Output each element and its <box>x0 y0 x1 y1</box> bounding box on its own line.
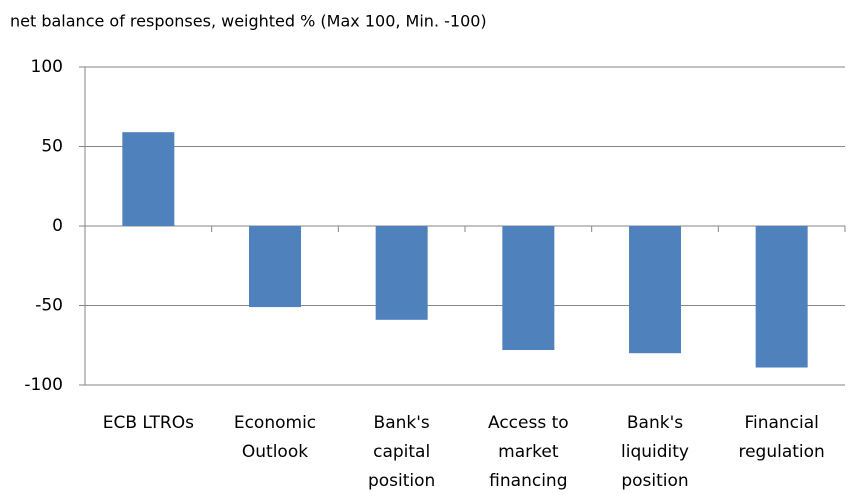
bar <box>502 226 555 351</box>
x-tick-label-line: Economic <box>234 413 316 433</box>
x-tick-label-line: liquidity <box>621 442 689 462</box>
y-tick-label: 100 <box>31 57 63 77</box>
y-tick-label: -100 <box>24 375 63 395</box>
x-tick-label: Economic Outlook <box>234 413 316 462</box>
bar <box>375 226 428 320</box>
bar <box>249 226 301 308</box>
x-tick-label-line: Bank's <box>374 413 430 433</box>
y-tick-label: 50 <box>41 137 63 157</box>
x-tick-label-line: position <box>368 471 435 491</box>
chart-title: net balance of responses, weighted % (Ma… <box>10 12 487 31</box>
x-tick-label-line: Financial <box>744 413 818 433</box>
x-tick-label-line: Bank's <box>627 413 683 433</box>
x-tick-label-line: financing <box>489 471 567 491</box>
bar <box>755 226 808 368</box>
x-tick-label: ECB LTROs <box>103 413 194 433</box>
x-tick-label-line: capital <box>373 442 430 462</box>
x-tick-label: Financial regulation <box>738 413 824 462</box>
x-tick-label: Access to market financing <box>488 413 569 491</box>
y-tick-label: 0 <box>52 216 63 236</box>
x-tick-label-line: Outlook <box>242 442 308 462</box>
y-tick-label: -50 <box>35 296 63 316</box>
x-tick-label-line: regulation <box>738 442 824 462</box>
x-tick-label-line: position <box>621 471 688 491</box>
x-tick-label-line: market <box>498 442 559 462</box>
x-tick-label-line: ECB LTROs <box>103 413 194 433</box>
bar <box>629 226 681 354</box>
x-tick-label-line: Access to <box>488 413 569 433</box>
x-tick-label: Bank's capital position <box>368 413 435 491</box>
x-tick-label: Bank's liquidity position <box>621 413 689 491</box>
bar <box>122 132 175 226</box>
